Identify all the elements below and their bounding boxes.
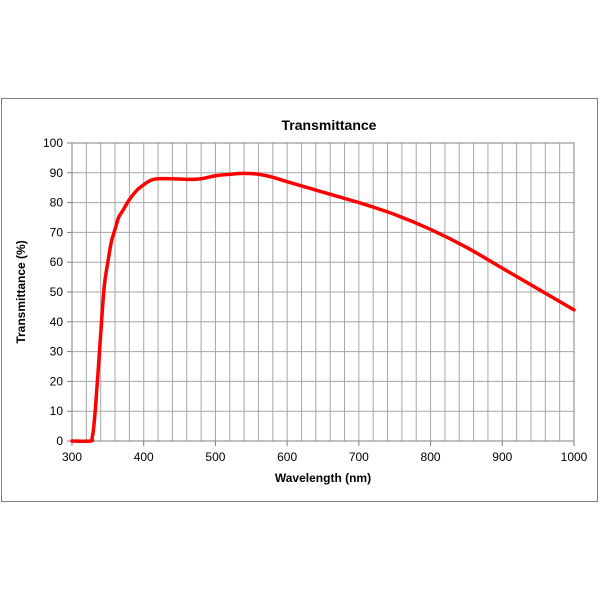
y-tick-label: 20	[50, 374, 64, 388]
y-tick-label: 50	[50, 285, 64, 299]
transmittance-chart: 300 400 500 600 700 800 900 1000 0 10 20 30 40 50 60 70…	[14, 117, 588, 485]
y-tick-label: 80	[50, 196, 64, 210]
grid	[72, 143, 574, 441]
y-tick-label: 70	[50, 225, 64, 239]
series	[70, 171, 576, 443]
x-axis-title: Wavelength (nm)	[275, 471, 371, 485]
x-tick-label: 1000	[561, 450, 588, 464]
x-tick-label: 300	[62, 450, 82, 464]
tick-labels: 300 400 500 600 700 800 900 1000 0 10 20 30 40 50 60 70…	[43, 136, 588, 464]
x-tick-label: 400	[134, 450, 154, 464]
x-tick-label: 900	[492, 450, 512, 464]
transmittance-series-line	[70, 171, 576, 443]
y-axis-title: Transmittance (%)	[14, 240, 28, 343]
y-tick-label: 60	[50, 255, 64, 269]
x-tick-label: 800	[421, 450, 441, 464]
y-tick-label: 40	[50, 315, 64, 329]
y-tick-label: 10	[50, 404, 64, 418]
y-tick-label: 100	[43, 136, 63, 150]
chart-frame: 300 400 500 600 700 800 900 1000 0 10 20 30 40 50 60 70…	[1, 98, 598, 502]
x-tick-label: 600	[277, 450, 297, 464]
x-tick-label: 700	[349, 450, 369, 464]
y-tick-label: 90	[50, 166, 64, 180]
y-tick-label: 30	[50, 345, 64, 359]
chart-title: Transmittance	[282, 117, 377, 133]
x-tick-label: 500	[205, 450, 225, 464]
y-tick-label: 0	[56, 434, 63, 448]
